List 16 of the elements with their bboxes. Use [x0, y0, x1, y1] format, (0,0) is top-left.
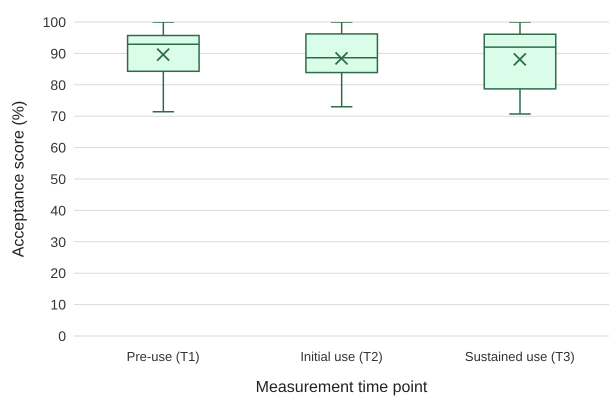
y-tick-label: 100 [42, 14, 66, 30]
y-tick-label: 90 [50, 45, 66, 62]
x-axis-title: Measurement time point [256, 379, 428, 396]
x-tick-label: Pre-use (T1) [126, 349, 200, 364]
y-tick-label: 70 [50, 108, 66, 124]
y-tick-label: 20 [50, 265, 66, 282]
y-tick-label: 0 [58, 328, 66, 344]
y-tick-label: 40 [50, 202, 66, 218]
y-tick-label: 80 [50, 76, 66, 93]
y-axis-title: Acceptance score (%) [10, 100, 28, 258]
y-tick-label: 30 [50, 234, 66, 250]
x-tick-label: Sustained use (T3) [464, 349, 575, 364]
y-tick-label: 10 [50, 296, 66, 313]
y-tick-label: 50 [50, 170, 66, 187]
y-tick-label: 60 [50, 140, 66, 156]
x-tick-label: Initial use (T2) [300, 349, 383, 364]
